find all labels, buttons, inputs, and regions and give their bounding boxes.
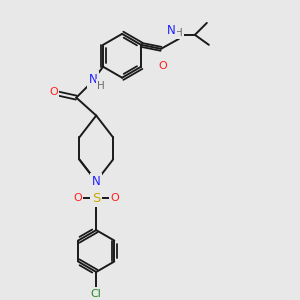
Text: N: N [89,73,98,86]
Text: H: H [97,81,105,91]
Text: N: N [92,175,100,188]
Text: S: S [92,192,100,205]
Text: O: O [159,61,167,71]
Text: H: H [175,28,183,38]
Text: N: N [167,24,175,38]
Text: O: O [49,87,58,97]
Text: O: O [111,193,119,203]
Text: Cl: Cl [91,289,102,299]
Text: O: O [73,193,82,203]
